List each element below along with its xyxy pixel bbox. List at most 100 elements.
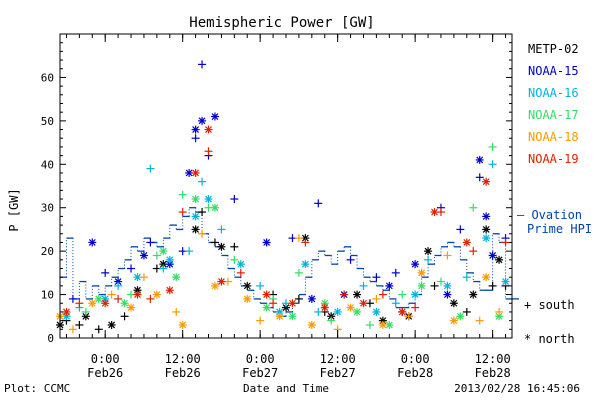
south-plus-point	[391, 299, 400, 308]
south-plus-point	[185, 247, 194, 256]
y-tick-label: 10	[41, 289, 54, 302]
point-stroke	[172, 273, 180, 281]
north-asterisk-point	[288, 299, 297, 308]
ovation-hpi-layer	[60, 207, 519, 317]
north-asterisk-point	[353, 290, 362, 299]
south-plus-point	[217, 225, 226, 234]
legend-ovation-label: Prime HPI	[527, 222, 592, 236]
point-stroke	[385, 321, 393, 329]
south-plus-point	[178, 190, 187, 199]
point-stroke	[482, 212, 490, 220]
north-asterisk-point	[443, 281, 452, 290]
point-stroke	[282, 304, 290, 312]
north-asterisk-point	[210, 203, 219, 212]
x-tick-label-time: 12:00	[320, 352, 356, 366]
south-plus-point	[443, 251, 452, 260]
y-tick-label: 0	[47, 332, 54, 345]
south-plus-point	[404, 312, 413, 321]
y-tick-label: 50	[41, 115, 54, 128]
south-plus-point	[178, 208, 187, 217]
south-plus-point	[256, 316, 265, 325]
north-asterisk-point	[424, 247, 433, 256]
point-stroke	[243, 295, 251, 303]
south-plus-point	[294, 268, 303, 277]
north-asterisk-point	[191, 195, 200, 204]
south-plus-point	[146, 238, 155, 247]
plot-credit: Plot: CCMC	[4, 382, 70, 395]
point-stroke	[218, 243, 225, 251]
north-asterisk-point	[120, 299, 129, 308]
south-plus-point	[378, 290, 387, 299]
south-plus-point	[146, 164, 155, 173]
x-tick-label-time: 0:00	[401, 352, 430, 366]
point-stroke	[88, 299, 96, 307]
south-plus-point	[120, 312, 129, 321]
north-asterisk-point	[275, 312, 284, 321]
north-asterisk-point	[262, 303, 271, 312]
north-asterisk-point	[288, 312, 297, 321]
point-stroke	[476, 156, 484, 164]
point-stroke	[192, 126, 200, 133]
x-axis-label: Date and Time	[243, 382, 329, 395]
point-stroke	[308, 321, 316, 329]
south-plus-point	[327, 316, 336, 325]
south-plus-point	[462, 273, 471, 282]
point-stroke	[263, 291, 271, 298]
north-asterisk-point	[501, 277, 510, 286]
north-asterisk-point	[262, 238, 271, 247]
point-stroke	[166, 286, 174, 294]
south-plus-point	[469, 247, 478, 256]
north-asterisk-point	[411, 260, 420, 269]
north-asterisk-point	[411, 290, 420, 299]
south-plus-point	[469, 203, 478, 212]
north-asterisk-point	[307, 320, 316, 329]
point-stroke	[153, 291, 161, 298]
north-asterisk-point	[372, 307, 381, 316]
north-asterisk-point	[482, 212, 491, 221]
point-stroke	[88, 239, 96, 246]
point-stroke	[185, 169, 193, 177]
point-stroke	[489, 252, 497, 259]
north-asterisk-point	[198, 116, 207, 125]
y-tick-label: 20	[41, 245, 54, 258]
x-tick-label-date: Feb26	[87, 366, 123, 380]
north-asterisk-point	[462, 238, 471, 247]
point-stroke	[431, 208, 438, 216]
point-stroke	[218, 278, 225, 285]
x-tick-label-time: 12:00	[475, 352, 511, 366]
south-plus-point	[269, 299, 278, 308]
point-stroke	[276, 312, 283, 320]
south-plus-point	[365, 320, 374, 329]
north-asterisk-point	[62, 307, 71, 316]
south-plus-point	[68, 325, 77, 334]
south-plus-point	[314, 199, 323, 208]
x-tick-label-date: Feb27	[320, 366, 356, 380]
point-stroke	[411, 260, 419, 268]
point-stroke	[159, 247, 167, 255]
north-asterisk-point	[443, 290, 452, 299]
point-stroke	[321, 304, 329, 312]
x-tick-label-time: 0:00	[91, 352, 120, 366]
point-stroke	[495, 256, 503, 264]
legend-entry: NOAA-18	[528, 130, 579, 144]
north-asterisk-point	[398, 307, 407, 316]
south-plus-point	[436, 277, 445, 286]
north-asterisk-point	[482, 234, 491, 243]
south-plus-point	[146, 294, 155, 303]
y-axis: 0 10 20 30 40 50 60	[41, 42, 512, 345]
north-asterisk-point	[165, 255, 174, 264]
point-stroke	[398, 308, 406, 316]
legend-north-marker: * north	[524, 332, 575, 346]
x-tick-label-date: Feb27	[242, 366, 278, 380]
north-asterisk-point	[204, 195, 213, 204]
north-asterisk-point	[243, 294, 252, 303]
y-tick-label: 40	[41, 158, 54, 171]
point-stroke	[456, 312, 464, 320]
north-asterisk-point	[417, 281, 426, 290]
point-stroke	[360, 299, 367, 307]
point-stroke	[192, 169, 200, 177]
south-plus-point	[359, 281, 368, 290]
south-plus-point	[488, 160, 497, 169]
south-plus-point	[430, 281, 439, 290]
north-asterisk-point	[107, 320, 116, 329]
